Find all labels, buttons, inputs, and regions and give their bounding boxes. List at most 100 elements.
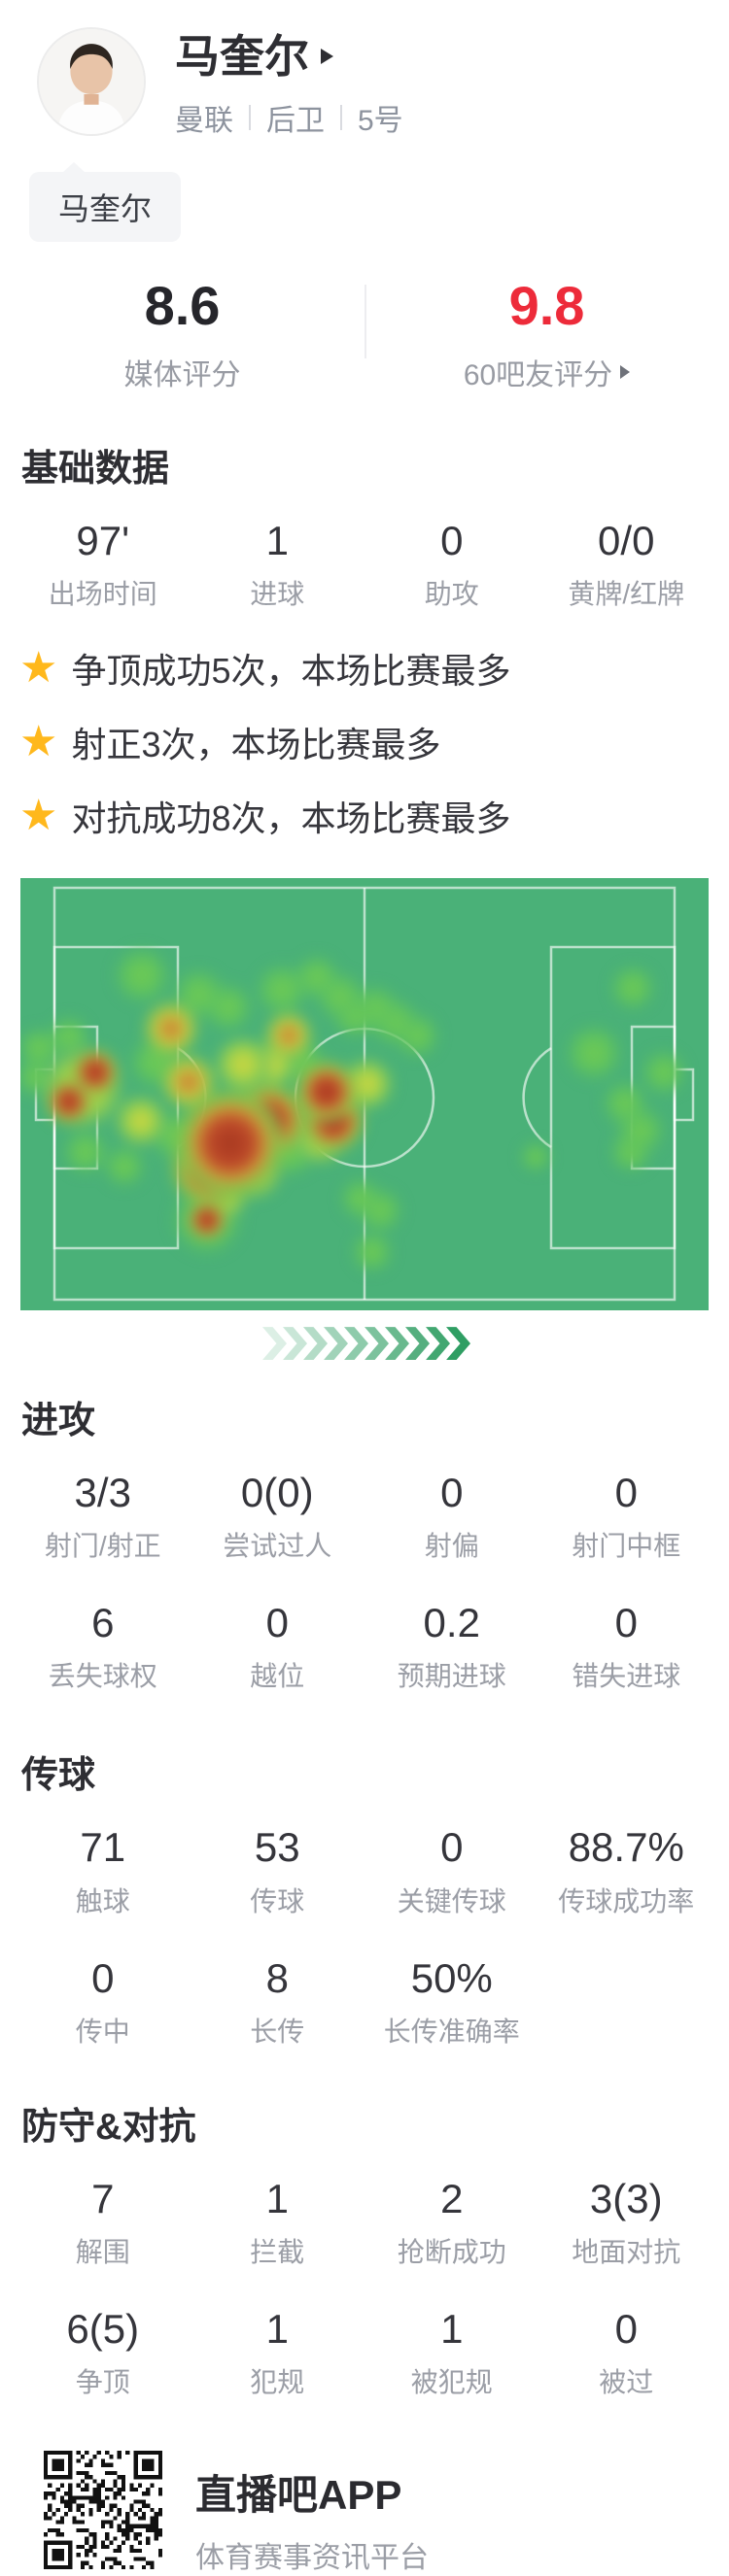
stat-cell: 3/3 射门/射正 [16,1470,191,1564]
stat-cell: 1 犯规 [191,2306,365,2400]
media-rating: 8.6 媒体评分 [0,278,364,393]
stat-label: 被犯规 [410,2367,493,2398]
stat-cell: 6 丢失球权 [16,1601,191,1694]
stat-label: 关键传球 [397,1885,506,1916]
stat-label: 丢失球权 [48,1661,157,1692]
player-team: 曼联 [175,104,233,137]
stat-label: 黄牌/红牌 [568,579,685,610]
stat-cell: 97' 出场时间 [16,518,191,612]
stat-value: 3/3 [74,1470,131,1516]
stat-cell: 71 触球 [16,1825,191,1918]
stat-label: 争顶 [75,2367,130,2398]
star-icon: ★ [19,718,58,766]
stat-label: 触球 [75,1885,130,1916]
stat-value: 1 [265,517,289,563]
stat-cell: 53 传球 [191,1825,365,1918]
stat-value: 7 [91,2175,115,2221]
stat-label: 出场时间 [48,579,157,610]
stat-label: 解围 [75,2237,130,2268]
fans-rating-label[interactable]: 60吧友评分 [364,351,729,393]
stat-label: 尝试过人 [223,1531,332,1562]
stat-cell: 3(3) 地面对抗 [539,2175,714,2270]
star-icon: ★ [19,792,58,840]
stat-value: 0/0 [598,517,655,563]
stat-value: 50% [410,1954,493,2001]
stat-cell: 0 错失进球 [539,1601,714,1694]
stat-label: 抢断成功 [397,2237,506,2268]
stat-cell: 0 被过 [539,2306,714,2400]
stat-cell: 2 抢断成功 [364,2175,539,2270]
player-avatar [37,27,146,136]
player-tag-tab[interactable]: 马奎尔 [29,161,182,242]
media-rating-label: 媒体评分 [123,358,241,391]
stat-cell: 0 越位 [191,1601,365,1694]
stat-value: 53 [254,1824,300,1871]
stat-label: 射门中框 [572,1531,681,1562]
stat-label: 错失进球 [572,1661,681,1692]
stat-label: 长传 [250,2016,305,2047]
ratings-row: 8.6 媒体评分 9.8 60吧友评分 [0,274,729,393]
stat-value: 0 [265,1600,289,1646]
stat-value: 1 [265,2306,289,2353]
player-position: 后卫 [266,104,325,137]
fans-rating-value: 9.8 [508,274,585,336]
stat-value: 1 [265,2175,289,2221]
stat-value: 6 [91,1600,115,1646]
stat-value: 0 [614,1600,638,1646]
stat-label: 越位 [250,1661,305,1692]
basic-stats-grid: 97' 出场时间 1 进球 0 助攻 0/0 黄牌/红牌 [0,517,729,612]
defense-stats-grid: 7 解围 1 拦截 2 抢断成功 3(3) 地面对抗 6(5) 争顶 1 犯规 1 被犯规 0 被过 [0,2175,729,2400]
highlights-list: ★ 争顶成功5次，本场比赛最多 ★ 射正3次，本场比赛最多 ★ 对抗成功8次，本场比赛最多 [0,631,729,853]
stat-label: 预期进球 [397,1661,506,1692]
stat-value: 0.2 [423,1600,480,1646]
player-heatmap [20,878,709,1311]
stat-value: 6(5) [66,2306,140,2353]
section-title-defense: 防守&对抗 [21,2106,196,2148]
stat-value: 0 [440,1824,464,1871]
app-description: 体育赛事资讯平台 [195,2542,429,2575]
stat-cell: 0 射门中框 [539,1470,714,1564]
app-footer: 直播吧APP 体育赛事资讯平台 [44,2451,729,2576]
stat-value: 0 [440,517,464,563]
name-caret-icon [321,49,333,65]
section-title-passing: 传球 [21,1755,96,1797]
stat-value: 0 [91,1954,115,2001]
stat-cell: 50% 长传准确率 [364,1954,539,2050]
section-title-attack: 进攻 [21,1401,96,1442]
stat-cell: 0(0) 尝试过人 [191,1470,365,1564]
stat-value: 0 [614,1470,638,1516]
stat-value: 71 [80,1824,126,1871]
stat-cell: 7 解围 [16,2175,191,2270]
stat-value: 1 [440,2306,464,2353]
separator [340,104,342,130]
stat-cell: 0 射偏 [364,1470,539,1564]
stat-label: 拦截 [250,2237,305,2268]
stat-label: 被过 [599,2367,654,2398]
star-icon: ★ [19,644,58,693]
player-subtitle: 曼联 后卫 5号 [175,96,403,139]
stat-cell: 1 被犯规 [364,2306,539,2400]
stat-value: 2 [440,2175,464,2221]
stat-cell: 6(5) 争顶 [16,2306,191,2400]
stat-value: 0 [614,2306,638,2353]
section-title-basic: 基础数据 [21,448,170,490]
highlight-text: 射正3次，本场比赛最多 [71,725,441,765]
highlight-row: ★ 争顶成功5次，本场比赛最多 [0,631,729,705]
fans-rating-caret-icon [620,364,631,379]
passing-stats-grid: 71 触球 53 传球 0 关键传球 88.7% 传球成功率 0 传中 8 长传 50% 长传准确率 [0,1825,729,2049]
fans-rating[interactable]: 9.8 60吧友评分 [364,274,729,393]
stat-value: 8 [265,1954,289,2001]
highlight-text: 对抗成功8次，本场比赛最多 [71,798,511,839]
stat-value: 3(3) [589,2175,663,2221]
player-name-row[interactable]: 马奎尔 [175,31,403,83]
stat-label: 犯规 [250,2367,305,2398]
stat-label: 助攻 [424,579,479,610]
stat-label: 射门/射正 [44,1531,161,1562]
stat-label: 长传准确率 [383,2016,520,2047]
stat-label: 射偏 [424,1531,479,1562]
stat-cell: 8 长传 [191,1954,365,2050]
stat-cell: 0 助攻 [364,517,539,612]
stat-label: 进球 [250,579,305,610]
stat-cell: 0 传中 [16,1954,191,2050]
highlight-row: ★ 射正3次，本场比赛最多 [0,705,729,779]
